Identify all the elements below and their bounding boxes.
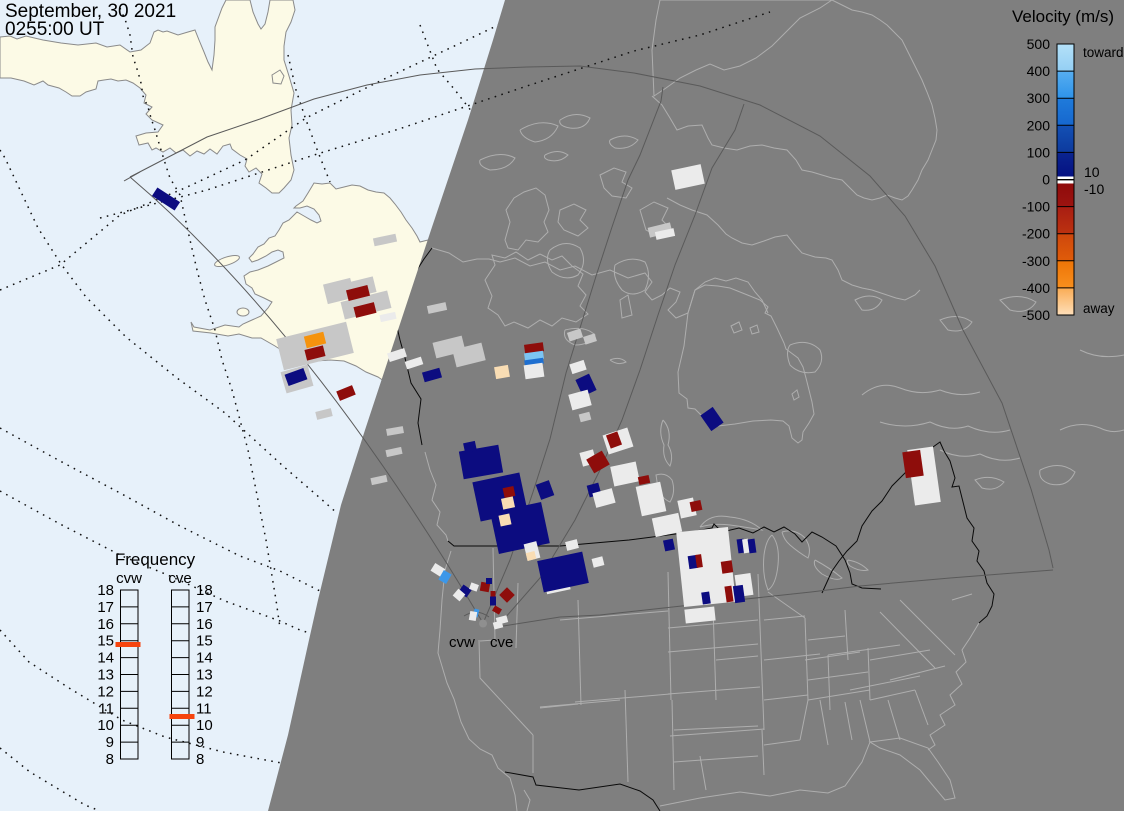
svg-text:9: 9 [196, 734, 204, 751]
svg-text:15: 15 [97, 633, 114, 650]
svg-text:11: 11 [196, 700, 212, 717]
svg-text:10: 10 [1084, 164, 1100, 180]
svg-text:0: 0 [1042, 172, 1050, 188]
svg-text:12: 12 [97, 683, 114, 700]
svg-text:100: 100 [1027, 144, 1051, 160]
svg-text:Velocity (m/s): Velocity (m/s) [1012, 7, 1114, 26]
svg-text:200: 200 [1027, 117, 1051, 133]
svg-text:Frequency: Frequency [115, 550, 196, 569]
svg-text:8: 8 [106, 751, 114, 768]
svg-text:500: 500 [1027, 36, 1051, 52]
svg-text:cve: cve [490, 634, 513, 651]
svg-text:11: 11 [98, 700, 114, 717]
svg-text:300: 300 [1027, 90, 1051, 106]
svg-text:15: 15 [196, 633, 213, 650]
svg-text:-100: -100 [1022, 199, 1050, 215]
svg-text:cvw: cvw [449, 634, 475, 651]
svg-text:16: 16 [97, 616, 114, 633]
svg-text:13: 13 [196, 667, 213, 684]
svg-text:18: 18 [196, 582, 213, 599]
svg-text:17: 17 [196, 599, 213, 616]
svg-text:18: 18 [97, 582, 114, 599]
svg-text:9: 9 [106, 734, 114, 751]
svg-text:400: 400 [1027, 63, 1051, 79]
svg-text:17: 17 [97, 599, 114, 616]
svg-text:16: 16 [196, 616, 213, 633]
svg-text:10: 10 [196, 717, 213, 734]
svg-text:-400: -400 [1022, 280, 1050, 296]
svg-text:toward: toward [1083, 45, 1124, 60]
svg-text:away: away [1083, 301, 1115, 316]
svg-text:-300: -300 [1022, 253, 1050, 269]
svg-text:14: 14 [97, 650, 114, 667]
svg-text:12: 12 [196, 683, 213, 700]
svg-text:cve: cve [168, 570, 191, 587]
svg-text:-10: -10 [1084, 181, 1104, 197]
svg-text:-500: -500 [1022, 307, 1050, 323]
svg-text:cvw: cvw [116, 570, 142, 587]
svg-text:September, 30 2021: September, 30 2021 [5, 1, 176, 22]
svg-text:-200: -200 [1022, 226, 1050, 242]
svg-text:0255:00 UT: 0255:00 UT [5, 19, 105, 40]
svg-text:8: 8 [196, 751, 204, 768]
svg-text:10: 10 [97, 717, 114, 734]
svg-text:13: 13 [97, 667, 114, 684]
svg-text:14: 14 [196, 650, 213, 667]
